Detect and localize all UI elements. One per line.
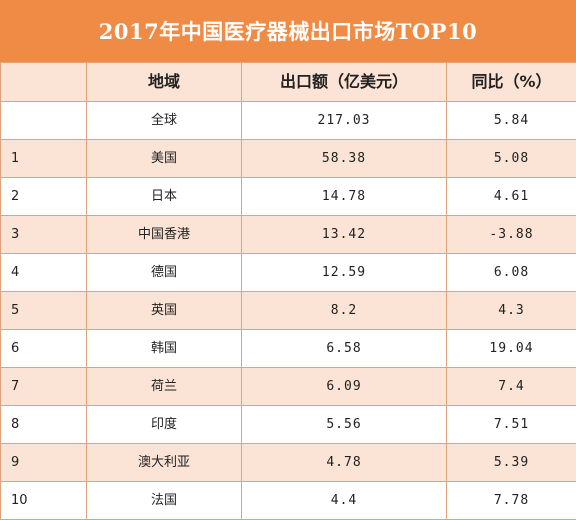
exports-cell: 4.78 [242,444,447,482]
rank-cell: 6 [1,330,87,368]
region-cell: 英国 [87,292,242,330]
exports-cell: 6.58 [242,330,447,368]
rank-cell: 10 [1,482,87,520]
exports-cell: 14.78 [242,178,447,216]
rank-cell: 3 [1,216,87,254]
rank-cell: 9 [1,444,87,482]
yoy-cell: 5.39 [447,444,576,482]
region-cell: 印度 [87,406,242,444]
exports-cell: 217.03 [242,102,447,140]
region-cell: 美国 [87,140,242,178]
region-cell: 澳大利亚 [87,444,242,482]
region-cell: 韩国 [87,330,242,368]
region-cell: 荷兰 [87,368,242,406]
region-cell: 德国 [87,254,242,292]
rank-cell: 5 [1,292,87,330]
yoy-cell: 7.4 [447,368,576,406]
yoy-cell: -3.88 [447,216,576,254]
rank-cell: 2 [1,178,87,216]
rank-cell [1,102,87,140]
rank-cell: 4 [1,254,87,292]
rank-cell: 1 [1,140,87,178]
yoy-cell: 4.61 [447,178,576,216]
yoy-cell: 7.51 [447,406,576,444]
yoy-cell: 6.08 [447,254,576,292]
exports-cell: 13.42 [242,216,447,254]
table-header-row: 地域 出口额（亿美元） 同比（%） [1,63,576,102]
yoy-cell: 5.84 [447,102,576,140]
exports-cell: 5.56 [242,406,447,444]
region-cell: 法国 [87,482,242,520]
column-header-region: 地域 [87,63,242,102]
yoy-cell: 7.78 [447,482,576,520]
region-cell: 中国香港 [87,216,242,254]
exports-cell: 4.4 [242,482,447,520]
rank-cell: 7 [1,368,87,406]
yoy-cell: 5.08 [447,140,576,178]
exports-cell: 12.59 [242,254,447,292]
exports-cell: 58.38 [242,140,447,178]
table-title: 2017年中国医疗器械出口市场TOP10 [0,0,576,62]
region-cell: 日本 [87,178,242,216]
exports-cell: 6.09 [242,368,447,406]
column-header-rank [1,63,87,102]
yoy-cell: 4.3 [447,292,576,330]
region-cell: 全球 [87,102,242,140]
exports-cell: 8.2 [242,292,447,330]
column-header-yoy: 同比（%） [447,63,576,102]
rank-cell: 8 [1,406,87,444]
yoy-cell: 19.04 [447,330,576,368]
column-header-exports: 出口额（亿美元） [242,63,447,102]
